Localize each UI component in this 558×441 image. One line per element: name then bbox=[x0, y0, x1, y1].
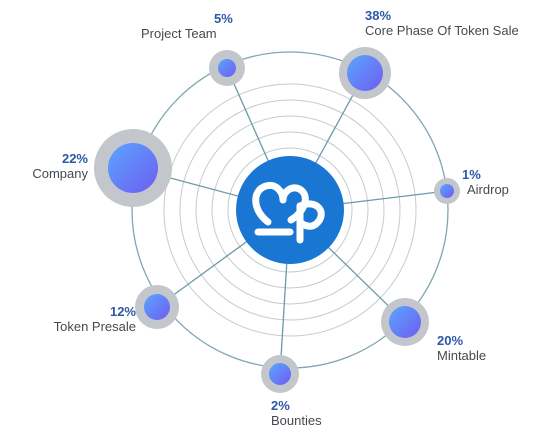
percent-company: 22% bbox=[61, 151, 88, 166]
node-dot bbox=[218, 59, 236, 77]
node-dot bbox=[144, 294, 170, 320]
inner-ring-3 bbox=[195, 115, 385, 305]
inner-ring-4 bbox=[179, 99, 401, 321]
node-core-phase bbox=[339, 47, 391, 99]
percent-token-presale: 12% bbox=[109, 304, 136, 319]
node-company bbox=[94, 129, 172, 207]
node-mintable bbox=[381, 298, 429, 346]
label-bounties: Bounties bbox=[271, 413, 322, 428]
node-token-presale bbox=[135, 285, 179, 329]
percent-airdrop: 1% bbox=[462, 167, 481, 182]
center-circle bbox=[236, 156, 344, 264]
label-mintable: Mintable bbox=[437, 348, 487, 363]
inner-ring-5 bbox=[163, 83, 417, 337]
inner-ring-1 bbox=[227, 147, 353, 273]
p2p-logo-icon bbox=[252, 181, 325, 244]
node-dot bbox=[389, 306, 421, 338]
nodes bbox=[94, 47, 460, 393]
node-project-team bbox=[209, 50, 245, 86]
inner-ring-2 bbox=[211, 131, 369, 289]
percent-project-team: 5% bbox=[214, 11, 233, 26]
node-dot bbox=[347, 55, 383, 91]
label-token-presale: Token Presale bbox=[53, 319, 136, 334]
node-bounties bbox=[261, 355, 299, 393]
percent-bounties: 2% bbox=[271, 398, 290, 413]
label-core-phase: Core Phase Of Token Sale bbox=[365, 23, 519, 38]
percent-core-phase: 38% bbox=[365, 8, 392, 23]
node-dot bbox=[269, 363, 291, 385]
node-dot bbox=[440, 184, 454, 198]
center-hub bbox=[236, 156, 344, 264]
node-airdrop bbox=[434, 178, 460, 204]
label-project-team: Project Team bbox=[141, 26, 217, 41]
percent-mintable: 20% bbox=[437, 333, 464, 348]
label-company: Company bbox=[32, 166, 88, 181]
label-airdrop: Airdrop bbox=[467, 182, 509, 197]
node-dot bbox=[108, 143, 158, 193]
